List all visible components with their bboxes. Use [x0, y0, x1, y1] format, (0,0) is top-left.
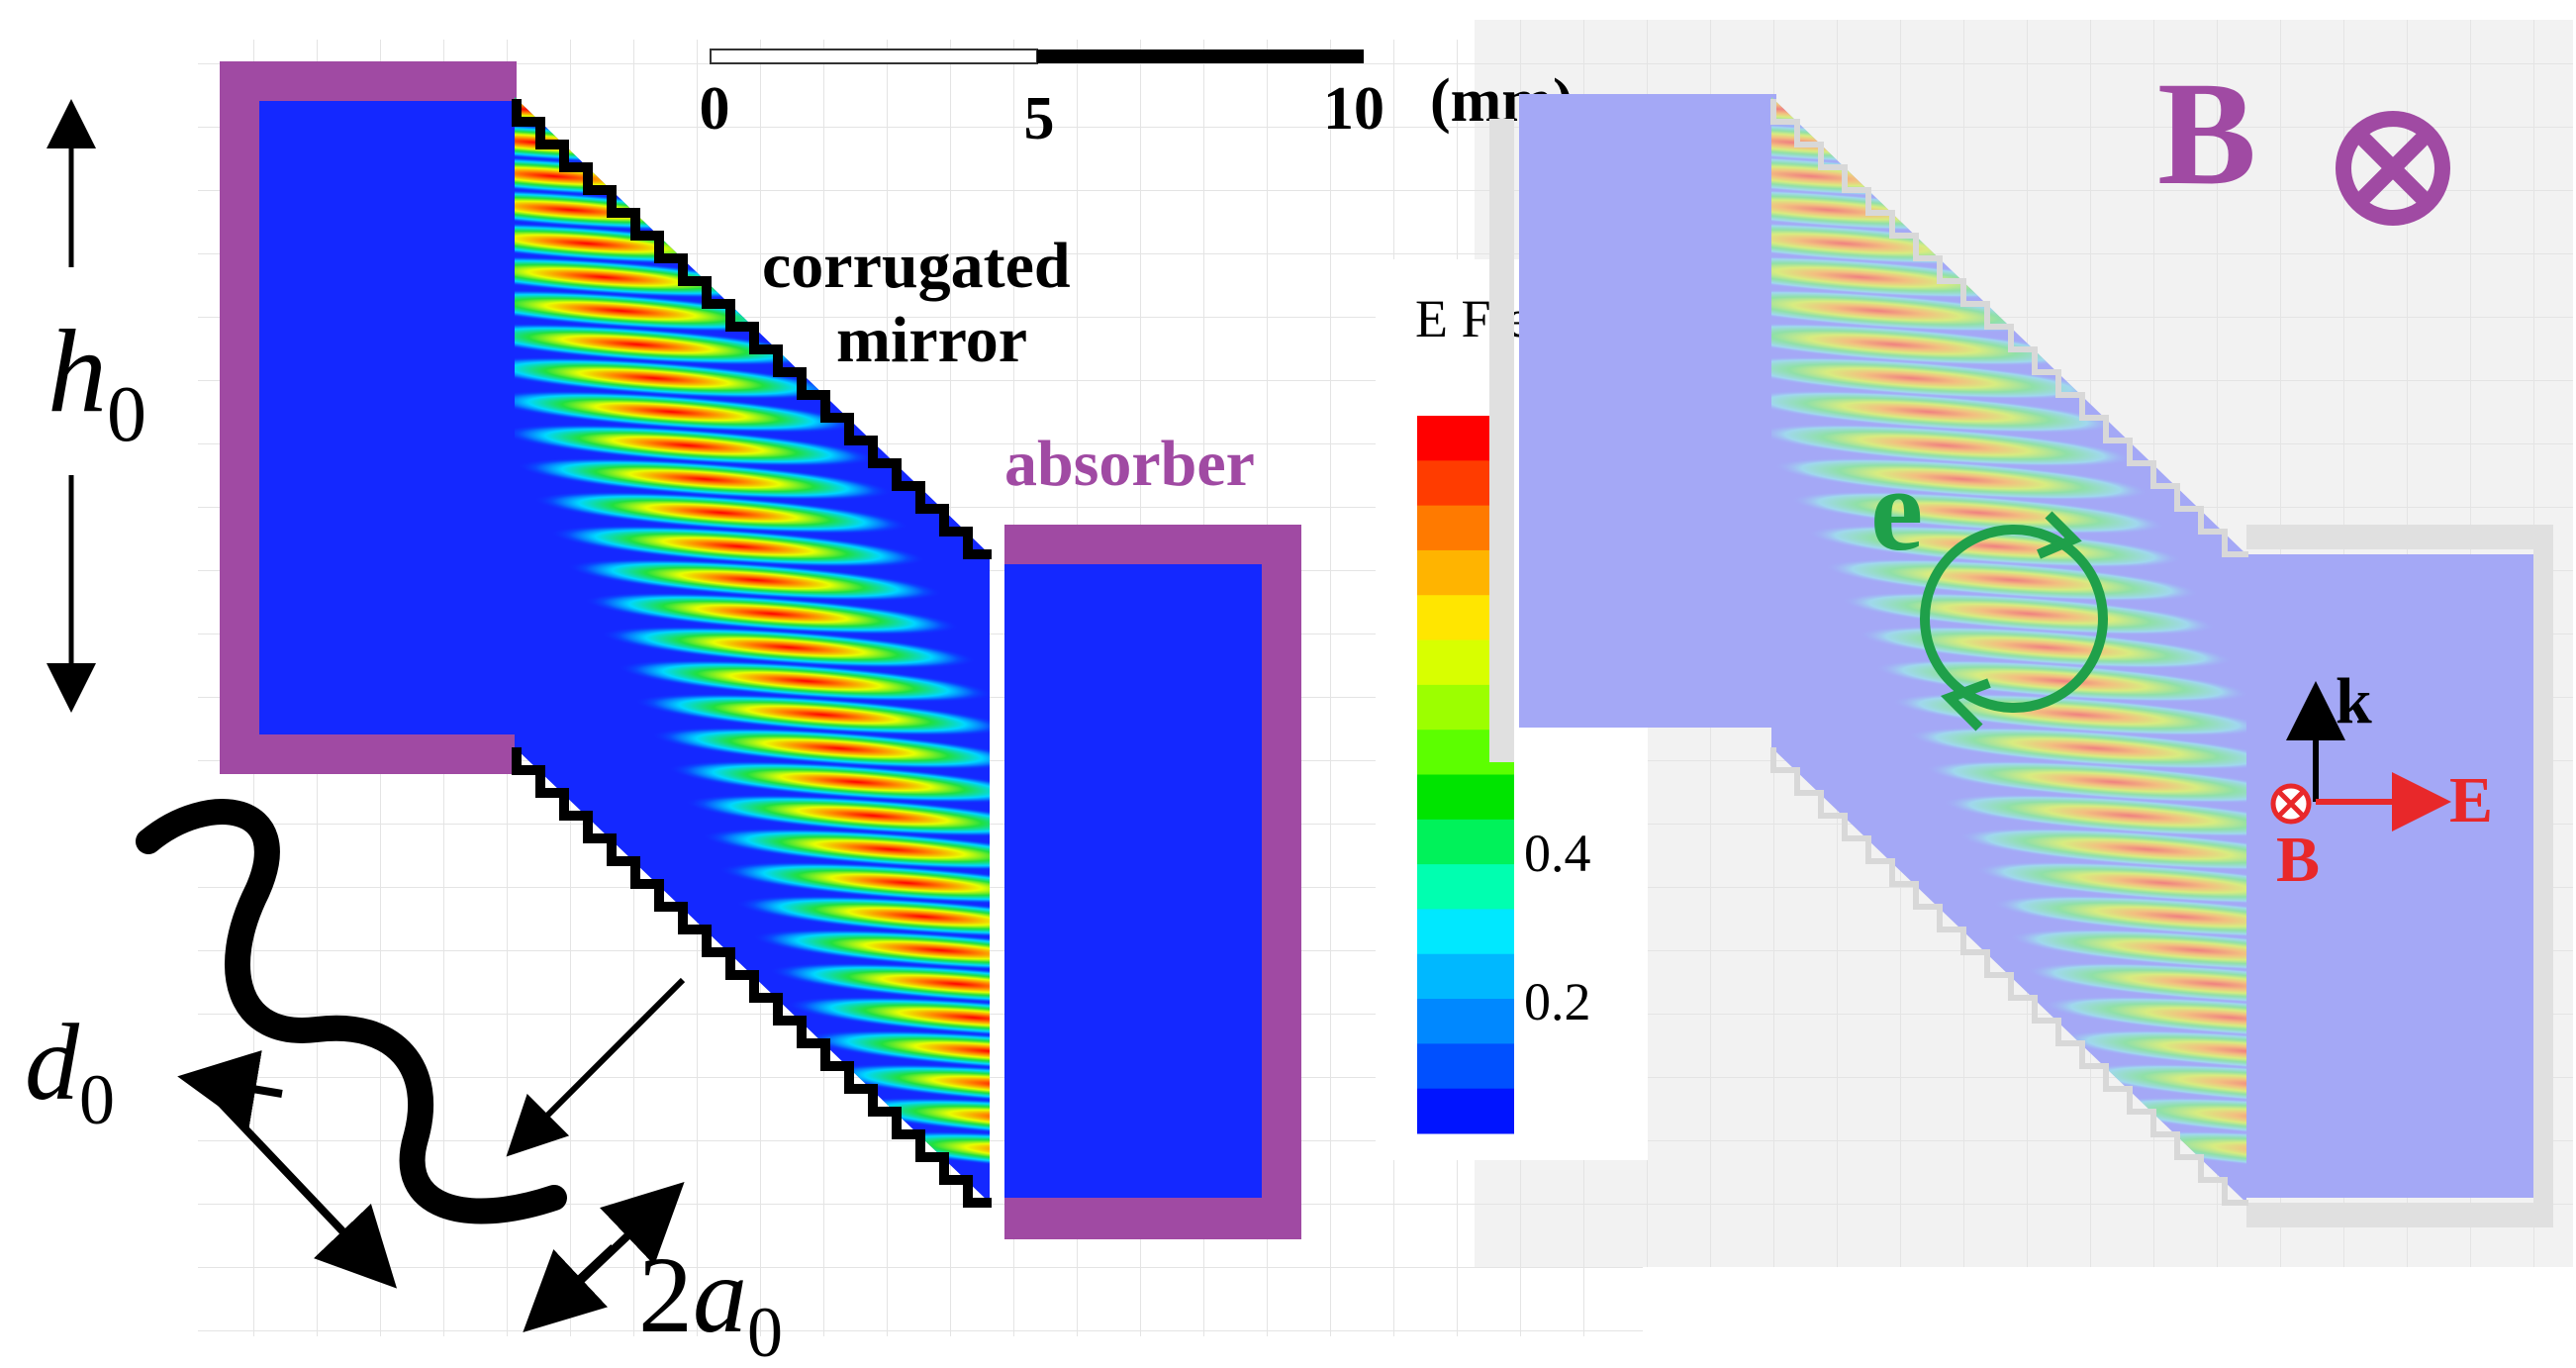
field-lobe — [2110, 1130, 2246, 1174]
field-lobe — [1771, 289, 2065, 333]
absorber-left — [220, 61, 517, 774]
right-corrugated-mirror-top — [1770, 99, 2248, 557]
field-pattern — [515, 97, 990, 1174]
electron-orbit: e — [1870, 443, 2108, 732]
colorbar-swatch — [1417, 864, 1514, 910]
field-lobe — [1807, 525, 2183, 568]
field-lobe — [1771, 323, 2082, 366]
field-lobe — [1975, 861, 2246, 905]
corrugated-mirror-top — [512, 99, 992, 559]
field-lobe — [2043, 996, 2246, 1039]
field-lobe — [702, 828, 990, 871]
field-lobe — [668, 760, 990, 804]
field-lobe — [515, 323, 825, 366]
h0-dimension: h0 — [47, 99, 146, 713]
field-lobe — [819, 1063, 990, 1107]
field-lobe — [1824, 558, 2200, 602]
colorbar-swatch — [1417, 1043, 1514, 1090]
field-lobe — [1958, 828, 2246, 871]
colorbar-swatch — [1417, 819, 1514, 865]
scale-tick-10: 10 — [1323, 75, 1384, 143]
field-lobe — [1771, 356, 2099, 400]
incident-arrow — [506, 977, 686, 1157]
label-mirror: mirror — [836, 304, 1027, 376]
field-lobe — [1925, 760, 2246, 804]
colorbar-swatch — [1417, 909, 1514, 955]
field-lobe — [769, 962, 990, 1006]
field-lobe — [853, 1130, 990, 1174]
d0-dimension: d0 — [25, 1002, 398, 1289]
field-lobe — [786, 996, 990, 1039]
field-lobe — [1790, 491, 2166, 535]
label-k: k — [2336, 665, 2372, 737]
label-corrugated: corrugated — [762, 230, 1071, 302]
scale-tick-0: 0 — [700, 75, 730, 143]
b-field-into-page: B — [2157, 51, 2450, 226]
field-lobe — [584, 592, 960, 635]
label-e: E — [2449, 764, 2493, 836]
field-lobe — [634, 693, 990, 736]
field-lobe — [2076, 1063, 2246, 1107]
field-lobe — [533, 491, 909, 535]
field-lobe — [2026, 962, 2246, 1006]
field-lobe — [515, 255, 792, 299]
colorbar-tick-label: 0.4 — [1524, 824, 1591, 883]
field-lobe — [567, 558, 943, 602]
colorbar-swatch — [1417, 1088, 1514, 1134]
field-lobe — [1773, 457, 2149, 501]
a0-dimension: 2a0 — [523, 1181, 783, 1368]
field-lobe — [1992, 895, 2246, 938]
corrugated-mirror-bottom — [512, 747, 992, 1208]
colorbar-tick-label: 0.2 — [1524, 972, 1591, 1031]
label-electron: e — [1870, 443, 1923, 575]
field-lobe — [735, 895, 990, 938]
field-lobe — [1841, 592, 2217, 635]
scale-tick-5: 5 — [1024, 85, 1055, 152]
field-lobe — [2093, 1097, 2246, 1140]
field-lobe — [1874, 659, 2246, 703]
absorber-right — [1004, 525, 1301, 1239]
field-lobe — [2059, 1029, 2246, 1073]
field-lobe — [517, 457, 893, 501]
field-lobe — [1908, 727, 2246, 770]
colorbar-swatch — [1417, 953, 1514, 1000]
cross-circle-icon — [2336, 111, 2450, 226]
field-lobe — [1771, 424, 2133, 467]
wave-squiggle — [136, 799, 567, 1224]
field-lobe — [601, 626, 977, 669]
field-lobe — [515, 289, 809, 333]
field-lobe — [618, 659, 990, 703]
field-lobe — [685, 794, 990, 837]
field-lobe — [651, 727, 990, 770]
field-lobe — [1771, 255, 2049, 299]
label-absorber: absorber — [1004, 428, 1255, 500]
right-absorber-frames — [1489, 119, 2553, 1227]
field-lobe — [803, 1029, 990, 1073]
colorbar-swatch — [1417, 999, 1514, 1044]
right-port-right — [2246, 554, 2533, 1198]
label-2a0: 2a0 — [638, 1234, 783, 1368]
field-lobe — [550, 525, 926, 568]
axis-triad: k E B — [2270, 665, 2493, 896]
label-b-field: B — [2157, 51, 2256, 216]
field-lobe — [2009, 928, 2246, 972]
field-lobe — [515, 390, 859, 434]
field-lobe — [1942, 794, 2246, 837]
field-lobe — [718, 861, 990, 905]
field-lobe — [1771, 390, 2116, 434]
field-lobe — [515, 424, 876, 467]
field-lobe — [836, 1097, 990, 1140]
right-corrugated-mirror-bottom — [1770, 747, 2248, 1206]
field-lobe — [752, 928, 990, 972]
label-b: B — [2276, 824, 2320, 896]
label-h0: h0 — [48, 305, 146, 458]
label-d0: d0 — [25, 1002, 115, 1139]
field-lobe — [1858, 626, 2234, 669]
right-port-left — [1519, 94, 1776, 728]
colorbar-swatch — [1417, 774, 1514, 821]
field-lobe — [515, 356, 842, 400]
